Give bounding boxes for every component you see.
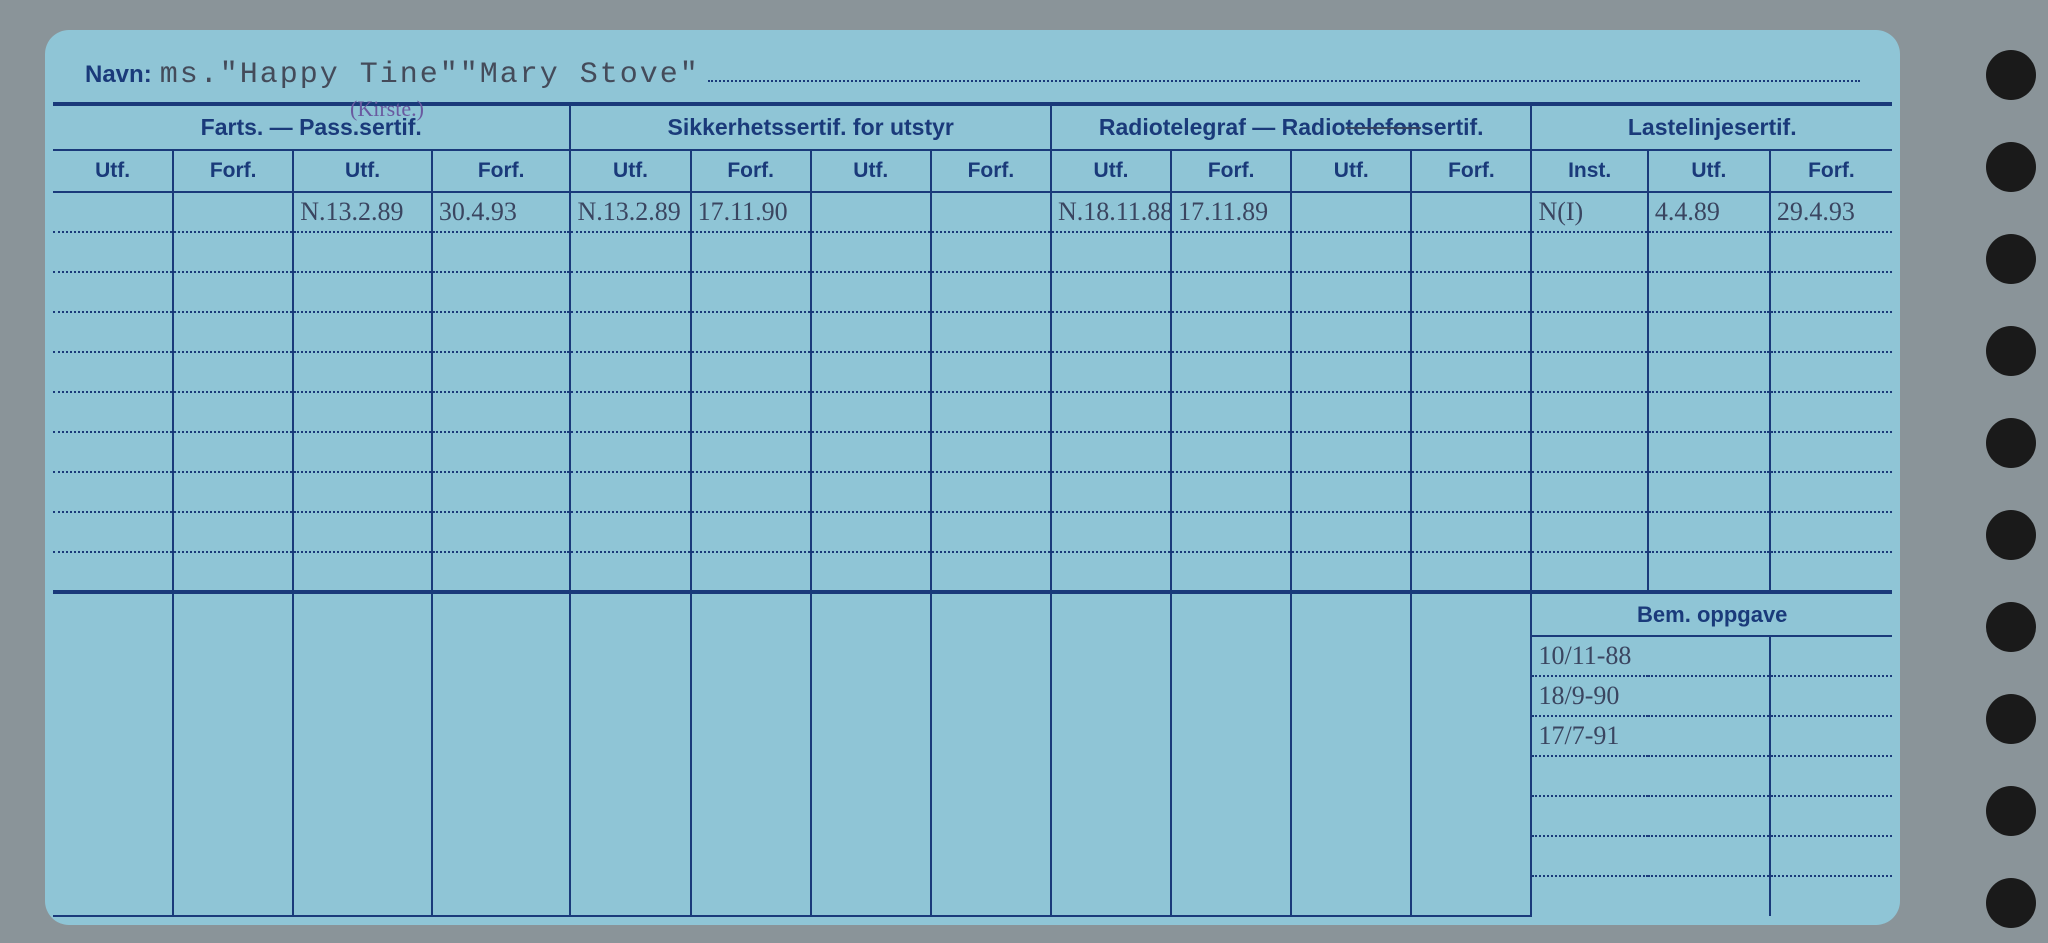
cell	[931, 192, 1051, 232]
punch-hole	[1986, 326, 2036, 376]
cell	[293, 592, 432, 916]
punch-hole	[1986, 418, 2036, 468]
sub-inst: Inst.	[1531, 150, 1647, 192]
data-row	[53, 312, 1892, 352]
cell: 4.4.89	[1648, 192, 1770, 232]
data-row	[53, 352, 1892, 392]
data-row	[53, 552, 1892, 592]
bem-cell	[1770, 716, 1892, 756]
certificate-table: Farts. — Pass.sertif. Sikkerhetssertif. …	[53, 102, 1892, 917]
sub-utf-5: Utf.	[1051, 150, 1171, 192]
cell	[931, 592, 1051, 916]
bem-cell	[1770, 636, 1892, 676]
bem-cell	[1531, 836, 1769, 876]
cell	[811, 592, 931, 916]
sub-forf-2: Forf.	[432, 150, 571, 192]
bem-cell	[1531, 796, 1769, 836]
punch-hole	[1986, 786, 2036, 836]
bem-cell	[1770, 876, 1892, 916]
cell: 17.11.89	[1171, 192, 1291, 232]
punch-hole	[1986, 878, 2036, 928]
sub-forf-3: Forf.	[691, 150, 811, 192]
sub-forf-5: Forf.	[1171, 150, 1291, 192]
sub-utf-6: Utf.	[1291, 150, 1411, 192]
navn-dotted-line	[708, 80, 1860, 82]
cell	[173, 592, 293, 916]
cell	[1291, 592, 1411, 916]
cell	[1291, 192, 1411, 232]
punch-hole	[1986, 694, 2036, 744]
cell: 29.4.93	[1770, 192, 1892, 232]
sub-utf-4: Utf.	[811, 150, 931, 192]
sub-utf-3: Utf.	[570, 150, 690, 192]
bem-cell	[1770, 836, 1892, 876]
cell	[811, 192, 931, 232]
cell: N.13.2.89	[293, 192, 432, 232]
cell	[53, 592, 173, 916]
punch-hole	[1986, 50, 2036, 100]
sub-utf-1: Utf.	[53, 150, 173, 192]
sub-forf-6: Forf.	[1411, 150, 1531, 192]
hdr-lastelinje: Lastelinjesertif.	[1531, 106, 1892, 150]
bem-cell: 18/9-90	[1531, 676, 1769, 716]
sub-forf-1: Forf.	[173, 150, 293, 192]
cell	[570, 592, 690, 916]
sub-forf-7: Forf.	[1770, 150, 1892, 192]
index-card: Navn: ms."Happy Tine""Mary Stove" (Kirst…	[45, 30, 1900, 925]
cell: N.18.11.88	[1051, 192, 1171, 232]
bem-cell	[1770, 796, 1892, 836]
data-row	[53, 432, 1892, 472]
bem-oppgave-header-row: Bem. oppgave	[53, 592, 1892, 636]
cell	[173, 192, 293, 232]
cell: N(I)	[1531, 192, 1647, 232]
sub-utf-7: Utf.	[1648, 150, 1770, 192]
sub-forf-4: Forf.	[931, 150, 1051, 192]
cell: 30.4.93	[432, 192, 571, 232]
cell: N.13.2.89	[570, 192, 690, 232]
sub-utf-2: Utf.	[293, 150, 432, 192]
cell	[1051, 592, 1171, 916]
data-row	[53, 272, 1892, 312]
bem-cell	[1770, 756, 1892, 796]
hdr-radio-text: Radiotelegraf — Radiotelefonsertif.	[1099, 114, 1484, 140]
punch-hole	[1986, 510, 2036, 560]
data-row	[53, 512, 1892, 552]
bem-oppgave-label: Bem. oppgave	[1531, 592, 1892, 636]
navn-value: ms."Happy Tine""Mary Stove"	[160, 58, 700, 92]
navn-row: Navn: ms."Happy Tine""Mary Stove"	[45, 58, 1900, 102]
hdr-farts-pass: Farts. — Pass.sertif.	[53, 106, 570, 150]
punch-holes	[1968, 40, 2048, 935]
sub-header-row: Utf. Forf. Utf. Forf. Utf. Forf. Utf. Fo…	[53, 150, 1892, 192]
data-row	[53, 472, 1892, 512]
data-row-1: N.13.2.89 30.4.93 N.13.2.89 17.11.90 N.1…	[53, 192, 1892, 232]
data-row	[53, 392, 1892, 432]
bem-cell: 17/7-91	[1531, 716, 1769, 756]
data-row	[53, 232, 1892, 272]
navn-label: Navn:	[85, 61, 152, 89]
punch-hole	[1986, 142, 2036, 192]
bem-cell	[1770, 676, 1892, 716]
hdr-radio: Radiotelegraf — Radiotelefonsertif.	[1051, 106, 1532, 150]
cell	[432, 592, 571, 916]
cell	[1411, 592, 1531, 916]
cell: 17.11.90	[691, 192, 811, 232]
cell	[53, 192, 173, 232]
cell	[691, 592, 811, 916]
bem-cell	[1531, 756, 1769, 796]
punch-hole	[1986, 602, 2036, 652]
cell	[1171, 592, 1291, 916]
hdr-sikkerhet: Sikkerhetssertif. for utstyr	[570, 106, 1051, 150]
bem-cell: 10/11-88	[1531, 636, 1769, 676]
punch-hole	[1986, 234, 2036, 284]
group-header-row: Farts. — Pass.sertif. Sikkerhetssertif. …	[53, 106, 1892, 150]
bem-cell	[1531, 876, 1769, 916]
cell	[1411, 192, 1531, 232]
